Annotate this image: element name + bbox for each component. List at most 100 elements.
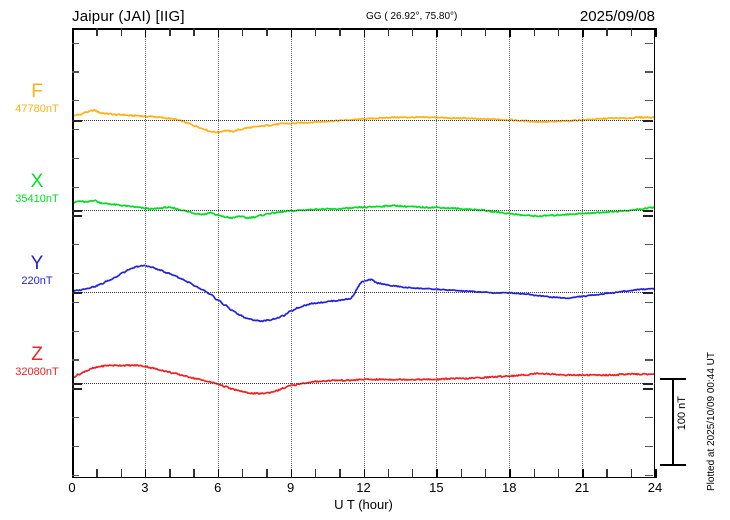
y-tick bbox=[72, 100, 79, 102]
x-tick bbox=[144, 469, 147, 478]
y-tick-baseline bbox=[72, 292, 82, 294]
x-tick bbox=[606, 469, 608, 477]
x-tick bbox=[339, 469, 341, 477]
gridline-vertical bbox=[582, 28, 584, 478]
x-tick-label: 18 bbox=[502, 480, 517, 495]
x-tick bbox=[436, 469, 438, 478]
x-tick-top bbox=[72, 28, 74, 37]
x-tick bbox=[533, 469, 535, 477]
x-tick-label: 9 bbox=[287, 480, 295, 495]
component-symbol: F bbox=[31, 81, 43, 102]
y-tick bbox=[72, 128, 79, 131]
x-tick bbox=[557, 469, 560, 477]
x-tick-top bbox=[120, 28, 122, 36]
y-tick bbox=[72, 445, 79, 448]
baseline-x bbox=[72, 210, 655, 211]
component-baseline-value: 32080nT bbox=[15, 366, 59, 378]
y-tick-right bbox=[645, 359, 653, 361]
gridline-vertical bbox=[436, 28, 438, 478]
y-tick-baseline bbox=[72, 120, 82, 122]
scale-bar-label: 100 nT bbox=[676, 396, 688, 431]
x-tick bbox=[314, 469, 317, 477]
x-tick bbox=[120, 469, 122, 477]
x-tick bbox=[96, 469, 98, 477]
baseline-f bbox=[72, 120, 655, 121]
gridline-vertical bbox=[144, 28, 146, 478]
y-tick bbox=[72, 215, 82, 218]
y-tick-right bbox=[643, 388, 653, 390]
component-label-f: F 47780nT bbox=[8, 82, 66, 116]
scale-bar-line bbox=[672, 378, 674, 466]
y-tick-right bbox=[645, 474, 653, 476]
y-tick bbox=[72, 330, 79, 332]
x-tick bbox=[72, 469, 74, 478]
gridline-vertical bbox=[290, 28, 292, 478]
x-tick-top bbox=[484, 28, 487, 36]
x-tick-top bbox=[387, 28, 390, 36]
x-tick-top bbox=[363, 28, 366, 37]
x-tick-top bbox=[606, 28, 608, 36]
plot-area bbox=[72, 28, 657, 478]
page-title: Jaipur (JAI) [IIG] bbox=[72, 8, 185, 25]
x-tick-top bbox=[314, 28, 317, 36]
x-tick-label: 0 bbox=[68, 480, 76, 495]
x-tick bbox=[217, 469, 220, 478]
y-tick-right bbox=[645, 100, 653, 102]
y-tick bbox=[72, 71, 79, 73]
geographic-coordinates: GG ( 26.92°, 75.80°) bbox=[366, 11, 458, 22]
x-tick-top bbox=[242, 28, 244, 36]
y-tick-right bbox=[645, 416, 653, 419]
y-tick-right bbox=[645, 272, 653, 275]
axis-frame-right bbox=[653, 28, 655, 478]
baseline-z bbox=[72, 383, 655, 384]
x-tick bbox=[655, 469, 657, 478]
y-tick-right bbox=[645, 445, 653, 448]
x-tick-label: 24 bbox=[647, 480, 663, 495]
x-tick bbox=[290, 469, 293, 478]
x-tick-top bbox=[412, 28, 414, 36]
x-tick bbox=[266, 469, 268, 477]
y-tick bbox=[72, 474, 79, 476]
x-tick-label: 15 bbox=[429, 480, 444, 495]
y-tick-right bbox=[645, 128, 653, 131]
y-tick-right bbox=[645, 157, 653, 160]
y-tick-baseline-right bbox=[643, 383, 653, 385]
y-tick-baseline-right bbox=[643, 120, 653, 122]
component-baseline-value: 220nT bbox=[21, 275, 53, 287]
x-tick bbox=[460, 469, 463, 477]
x-tick-label: 3 bbox=[141, 480, 149, 495]
x-tick bbox=[169, 469, 171, 477]
y-tick-baseline bbox=[72, 383, 82, 385]
scale-bar-bottom-cap bbox=[660, 464, 686, 466]
x-tick-top bbox=[557, 28, 560, 36]
gridline-vertical bbox=[217, 28, 219, 478]
x-tick-top bbox=[144, 28, 147, 37]
x-axis-title: U T (hour) bbox=[334, 497, 393, 512]
y-tick bbox=[72, 359, 79, 361]
y-tick bbox=[72, 416, 79, 419]
y-tick bbox=[72, 388, 82, 390]
plotted-timestamp: Plotted at 2025/10/09 00:44 UT bbox=[706, 352, 717, 491]
y-tick bbox=[72, 186, 79, 188]
x-tick bbox=[412, 469, 414, 477]
component-label-z: Z 32080nT bbox=[8, 345, 66, 379]
x-tick-top bbox=[460, 28, 463, 36]
y-tick-baseline-right bbox=[643, 292, 653, 294]
axis-frame-left bbox=[72, 28, 74, 478]
x-tick bbox=[509, 469, 511, 478]
y-tick-baseline-right bbox=[643, 210, 653, 212]
observation-date: 2025/09/08 bbox=[579, 8, 655, 25]
y-tick bbox=[72, 272, 79, 275]
x-tick-top bbox=[655, 28, 657, 37]
y-tick-right bbox=[643, 215, 653, 218]
component-symbol: X bbox=[30, 171, 44, 192]
x-tick bbox=[582, 469, 584, 478]
x-tick bbox=[387, 469, 390, 477]
x-tick bbox=[242, 469, 244, 477]
x-tick-top bbox=[290, 28, 293, 37]
y-tick-right bbox=[645, 71, 653, 73]
x-tick-top bbox=[509, 28, 511, 37]
x-tick-top bbox=[96, 28, 98, 36]
x-tick-label: 12 bbox=[356, 480, 371, 495]
